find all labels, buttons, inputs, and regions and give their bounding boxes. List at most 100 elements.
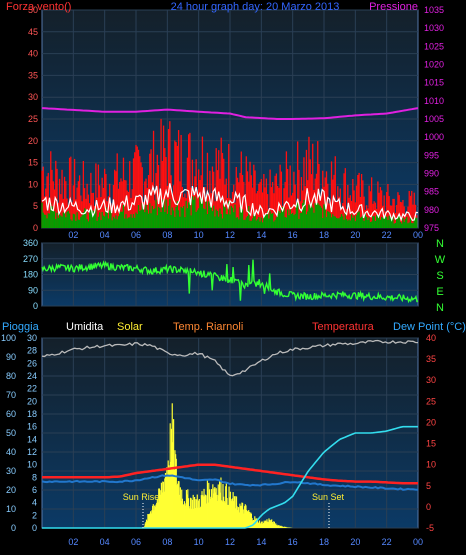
x-tick-label: 06 <box>131 230 141 240</box>
x-tick-label: 10 <box>194 537 204 547</box>
temp-tick-label: 5 <box>426 481 431 491</box>
x-tick-label: 08 <box>162 230 172 240</box>
x-tick-label: 22 <box>382 537 392 547</box>
wind-tick-label: 25 <box>28 114 38 124</box>
x-tick-label: 00 <box>413 537 423 547</box>
chart-date-title: 24 hour graph day: 20 Marzo 2013 <box>171 1 340 13</box>
temp-tick-label: 40 <box>426 333 436 343</box>
x-tick-label: 18 <box>319 230 329 240</box>
pressure-tick-label: 1005 <box>424 114 444 124</box>
temp-tick-label: 35 <box>426 354 436 364</box>
x-tick-label: 10 <box>194 230 204 240</box>
compass-label: N <box>436 238 444 250</box>
percent-axis: 0 10 20 30 40 50 60 70 80 90 100 <box>1 333 16 533</box>
percent-tick-label: 40 <box>6 447 16 457</box>
x-tick-label: 16 <box>288 230 298 240</box>
wind-tick-label: 45 <box>28 27 38 37</box>
x-tick-label: 14 <box>256 230 266 240</box>
x-tick-label: 20 <box>350 230 360 240</box>
temp-tick-label: 0 <box>426 502 431 512</box>
dewpoint-label: Dew Point (°C) <box>393 321 466 333</box>
temp-time-axis: 02 04 06 08 10 12 14 16 18 20 22 00 <box>68 537 423 547</box>
x-tick-label: 02 <box>68 230 78 240</box>
x-tick-label: 08 <box>162 537 172 547</box>
direction-line <box>41 259 419 304</box>
dewpoint-line <box>41 474 419 491</box>
rain-tick-label: 30 <box>27 333 37 343</box>
compass-label: N <box>436 302 444 314</box>
wind-speed-axis: 0 5 10 15 20 25 30 35 40 45 50 <box>28 5 38 233</box>
rain-label: Pioggia <box>2 321 40 333</box>
pressure-tick-label: 1010 <box>424 96 444 106</box>
wind-tick-label: 30 <box>28 92 38 102</box>
humidity-line <box>41 339 419 377</box>
pressure-tick-label: 995 <box>424 150 439 160</box>
pressure-tick-label: 1020 <box>424 60 444 70</box>
rain-tick-label: 24 <box>27 371 37 381</box>
pressure-tick-label: 990 <box>424 169 439 179</box>
compass-label: S <box>436 270 443 282</box>
wind-tick-label: 0 <box>33 223 38 233</box>
x-tick-label: 14 <box>256 537 266 547</box>
x-tick-label: 04 <box>100 230 110 240</box>
x-tick-label: 12 <box>225 230 235 240</box>
rain-tick-label: 10 <box>27 460 37 470</box>
wind-time-axis: 02 04 06 08 10 12 14 16 18 20 22 00 <box>68 230 423 240</box>
temperature-line <box>42 463 418 485</box>
pressure-title: Pressione <box>369 1 418 13</box>
temp-tick-label: 15 <box>426 439 436 449</box>
temp-tick-label: 20 <box>426 417 436 427</box>
percent-tick-label: 60 <box>6 409 16 419</box>
rain-tick-label: 16 <box>27 422 37 432</box>
percent-tick-label: 100 <box>1 333 16 343</box>
x-tick-label: 06 <box>131 537 141 547</box>
temp-humidity-panel: Pioggia Umidita Solar Temp. Riarnoli Tem… <box>1 321 466 547</box>
direction-grid <box>42 242 418 307</box>
direction-axis: 0 90 180 270 360 <box>23 238 38 311</box>
temp-tick-label: 30 <box>426 375 436 385</box>
wind-tick-label: 15 <box>28 158 38 168</box>
wind-tick-label: 35 <box>28 70 38 80</box>
pressure-tick-label: 1015 <box>424 78 444 88</box>
sunrise-label: Sun Rise <box>123 492 160 502</box>
percent-tick-label: 10 <box>6 504 16 514</box>
rain-tick-label: 20 <box>27 396 37 406</box>
wind-series <box>41 107 419 228</box>
temperature-axis: -5 0 5 10 15 20 25 30 35 40 <box>426 333 436 533</box>
wind-tick-label: 50 <box>28 5 38 15</box>
compass-label: E <box>436 286 443 298</box>
temp-tick-label: 25 <box>426 396 436 406</box>
direction-tick-label: 180 <box>23 270 38 280</box>
pressure-tick-label: 980 <box>424 205 439 215</box>
direction-tick-label: 0 <box>33 301 38 311</box>
percent-tick-label: 90 <box>6 352 16 362</box>
rain-tick-label: 8 <box>32 472 37 482</box>
solar-label: Solar <box>117 321 143 333</box>
direction-series <box>41 259 419 304</box>
x-tick-label: 18 <box>319 537 329 547</box>
humidity-label: Umidita <box>66 321 104 333</box>
pressure-line <box>41 107 419 120</box>
temperature-label: Temperatura <box>312 321 375 333</box>
pressure-tick-label: 1000 <box>424 132 444 142</box>
x-tick-label: 20 <box>350 537 360 547</box>
wind-tick-label: 40 <box>28 49 38 59</box>
rain-tick-label: 4 <box>32 498 37 508</box>
x-tick-label: 02 <box>68 537 78 547</box>
pressure-axis: 975 980 985 990 995 1000 1005 1010 1015 1020 1025 1… <box>424 5 444 233</box>
wind-title: Forza vento() <box>6 1 71 13</box>
rain-tick-label: 14 <box>27 434 37 444</box>
percent-tick-label: 30 <box>6 466 16 476</box>
rain-tick-label: 18 <box>27 409 37 419</box>
wind-tick-label: 20 <box>28 136 38 146</box>
pressure-tick-label: 1035 <box>424 5 444 15</box>
rain-tick-label: 26 <box>27 358 37 368</box>
pressure-tick-label: 1030 <box>424 23 444 33</box>
rain-tick-label: 6 <box>32 485 37 495</box>
sunset-label: Sun Set <box>312 492 345 502</box>
